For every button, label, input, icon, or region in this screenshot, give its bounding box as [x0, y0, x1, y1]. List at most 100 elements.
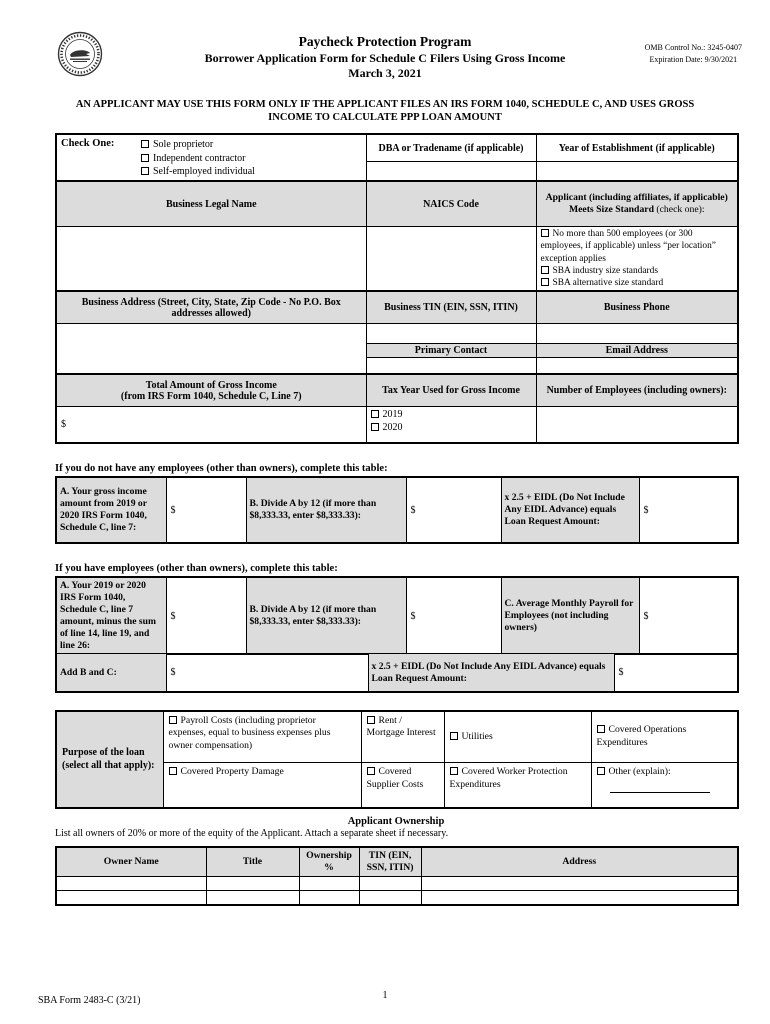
- avg-monthly-payroll-label: C. Average Monthly Payroll for Employees…: [500, 576, 640, 656]
- owner-address-input-cell[interactable]: [420, 890, 739, 906]
- naics-code-header: NAICS Code: [365, 179, 537, 228]
- title-block: Paycheck Protection Program Borrower App…: [0, 33, 770, 82]
- checkbox-self-employed[interactable]: [141, 167, 149, 176]
- purpose-covered-operations-cell: Covered Operations Expenditures: [590, 710, 739, 764]
- form-header: Paycheck Protection Program Borrower App…: [0, 0, 770, 92]
- email-address-header: Email Address: [535, 342, 739, 358]
- tax-year-options-cell: 2019 2020: [365, 405, 537, 444]
- business-legal-name-header: Business Legal Name: [55, 179, 367, 228]
- other-explain-line[interactable]: [609, 781, 710, 793]
- emp-loan-request-input-cell[interactable]: $: [613, 653, 739, 693]
- emp-loan-request-label: x 2.5 + EIDL (Do Not Include Any EIDL Ad…: [367, 653, 615, 693]
- ownership-percent-input-cell[interactable]: [298, 876, 360, 892]
- gross-income-header: Total Amount of Gross Income (from IRS F…: [55, 373, 367, 407]
- gross-income-line7-label: A. Your gross income amount from 2019 or…: [55, 476, 167, 544]
- amount-b-input-cell[interactable]: $: [405, 476, 502, 544]
- option-sole-proprietor: Sole proprietor: [153, 139, 214, 151]
- business-phone-input-cell[interactable]: [535, 322, 739, 344]
- owner-title-header: Title: [205, 846, 300, 878]
- checkbox-independent-contractor[interactable]: [141, 153, 149, 162]
- purpose-payroll-cell: Payroll Costs (including proprietor expe…: [162, 710, 362, 764]
- gross-income-input-cell[interactable]: $: [55, 405, 367, 444]
- emp-amount-b-input-cell[interactable]: $: [405, 576, 502, 656]
- naics-code-input-cell[interactable]: [365, 226, 537, 292]
- checkbox-covered-operations[interactable]: [596, 725, 605, 734]
- primary-contact-input-cell[interactable]: [365, 356, 537, 375]
- business-legal-name-input-cell[interactable]: [55, 226, 367, 292]
- loan-request-label: x 2.5 + EIDL (Do Not Include Any EIDL Ad…: [500, 476, 640, 544]
- owner-address-header: Address: [420, 846, 739, 878]
- business-phone-header: Business Phone: [535, 290, 739, 324]
- checkbox-tax-year-2019[interactable]: [370, 409, 379, 418]
- ownership-row-1: [55, 876, 739, 892]
- employees-intro: If you have employees (other than owners…: [55, 563, 338, 575]
- form-title: Paycheck Protection Program: [298, 34, 472, 49]
- purpose-label: Purpose of the loan (select all that app…: [55, 710, 164, 809]
- checkbox-sba-alternative-size[interactable]: [540, 278, 549, 287]
- owner-name-input-cell[interactable]: [55, 890, 207, 906]
- purpose-utilities-cell: Utilities: [443, 710, 592, 764]
- option-sba-alternative-size: SBA alternative size standard: [552, 278, 664, 289]
- ownership-section-title: Applicant Ownership: [347, 815, 445, 827]
- primary-contact-header: Primary Contact: [365, 342, 537, 358]
- purpose-worker-protection-cell: Covered Worker Protection Expenditures: [443, 762, 592, 809]
- owner-tin-input-cell[interactable]: [358, 890, 422, 906]
- no-employees-table: A. Your gross income amount from 2019 or…: [55, 476, 739, 545]
- ownership-row-2: [55, 890, 739, 906]
- option-other-explain: Other (explain):: [608, 766, 671, 778]
- checkbox-tax-year-2020[interactable]: [370, 423, 379, 432]
- eligibility-notice: AN APPLICANT MAY USE THIS FORM ONLY IF T…: [75, 99, 695, 124]
- owner-title-input-cell[interactable]: [205, 890, 300, 906]
- year-established-input-cell[interactable]: [535, 161, 739, 182]
- owner-address-input-cell[interactable]: [420, 876, 739, 892]
- purpose-of-loan-table: Purpose of the loan (select all that app…: [55, 709, 739, 809]
- option-2020: 2020: [382, 422, 403, 434]
- option-2019: 2019: [382, 408, 403, 420]
- checkbox-covered-supplier-costs[interactable]: [366, 767, 375, 776]
- amount-a-input-cell[interactable]: $: [165, 476, 247, 544]
- checkbox-rent-mortgage[interactable]: [366, 715, 375, 724]
- check-one-cell: Check One: Sole proprietor Independent c…: [55, 133, 367, 182]
- checkbox-covered-property-damage[interactable]: [168, 767, 177, 776]
- add-b-c-input-cell[interactable]: $: [165, 653, 369, 693]
- loan-request-input-cell[interactable]: $: [638, 476, 739, 544]
- check-one-label: Check One:: [61, 138, 115, 150]
- tax-year-header: Tax Year Used for Gross Income: [365, 373, 537, 407]
- emp-amount-c-input-cell[interactable]: $: [638, 576, 739, 656]
- purpose-property-damage-cell: Covered Property Damage: [162, 762, 362, 809]
- checkbox-sba-industry-size[interactable]: [540, 265, 549, 274]
- omb-block: OMB Control No.: 3245-0407 Expiration Da…: [645, 42, 742, 66]
- business-address-header: Business Address (Street, City, State, Z…: [55, 290, 367, 324]
- emp-amount-a-input-cell[interactable]: $: [165, 576, 247, 656]
- business-tin-header: Business TIN (EIN, SSN, ITIN): [365, 290, 537, 324]
- owner-tin-header: TIN (EIN, SSN, ITIN): [358, 846, 422, 878]
- owner-name-header: Owner Name: [55, 846, 207, 878]
- email-address-input-cell[interactable]: [535, 356, 739, 375]
- business-address-input-cell[interactable]: [55, 322, 367, 375]
- option-rent-mortgage: Rent / Mortgage Interest: [366, 714, 436, 739]
- checkbox-other[interactable]: [596, 767, 605, 776]
- checkbox-utilities[interactable]: [449, 731, 458, 740]
- owner-name-input-cell[interactable]: [55, 876, 207, 892]
- ownership-table: Owner Name Title Ownership % TIN (EIN, S…: [55, 845, 739, 906]
- checkbox-covered-worker-protection[interactable]: [449, 767, 458, 776]
- number-employees-input-cell[interactable]: [535, 405, 739, 444]
- line7-minus-label: A. Your 2019 or 2020 IRS Form 1040, Sche…: [55, 576, 167, 656]
- number-employees-header: Number of Employees (including owners):: [535, 373, 739, 407]
- checkbox-sole-proprietor[interactable]: [141, 140, 149, 149]
- ownership-percent-input-cell[interactable]: [298, 890, 360, 906]
- owner-title-input-cell[interactable]: [205, 876, 300, 892]
- emp-divide-by-12-label: B. Divide A by 12 (if more than $8,333.3…: [245, 576, 407, 656]
- no-employees-intro: If you do not have any employees (other …: [55, 463, 388, 475]
- checkbox-500-employees[interactable]: [540, 229, 549, 238]
- business-tin-input-cell[interactable]: [365, 322, 537, 344]
- owner-tin-input-cell[interactable]: [358, 876, 422, 892]
- option-covered-worker-protection: Covered Worker Protection Expenditures: [449, 766, 568, 790]
- employees-table-row1: A. Your 2019 or 2020 IRS Form 1040, Sche…: [55, 576, 739, 656]
- option-self-employed: Self-employed individual: [153, 166, 255, 178]
- option-500-employees: No more than 500 employees (or 300 emplo…: [540, 229, 716, 264]
- checkbox-payroll-costs[interactable]: [168, 715, 177, 724]
- dba-input-cell[interactable]: [365, 161, 537, 182]
- option-utilities: Utilities: [461, 730, 493, 742]
- employees-table-row2: Add B and C: $ x 2.5 + EIDL (Do Not Incl…: [55, 653, 739, 693]
